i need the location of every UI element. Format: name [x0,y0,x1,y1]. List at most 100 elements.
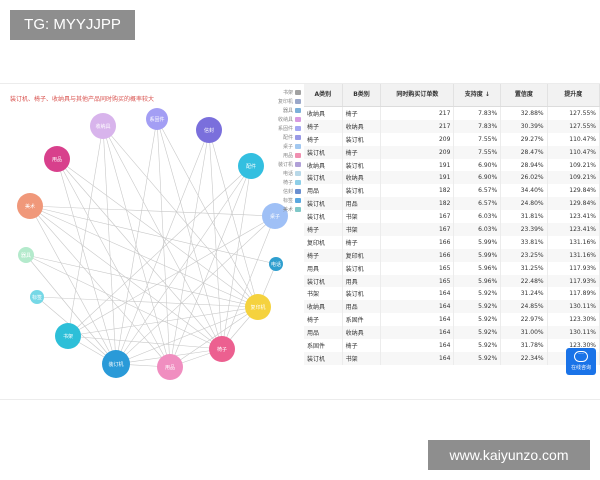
table-cell: 110.47% [547,132,600,146]
legend-item[interactable]: 信封 [263,187,301,196]
graph-node[interactable]: 美术 [17,193,43,219]
graph-node-label: 系固件 [149,116,164,123]
table-cell: 109.21% [547,158,600,172]
table-cell: 130.11% [547,300,600,314]
table-cell: 117.93% [547,261,600,275]
legend-swatch [295,198,301,203]
graph-edge [29,205,171,368]
table-cell: 127.55% [547,106,600,120]
table-row: 用品 装订机 182 6.57% 34.40% 129.84% [304,184,600,198]
legend-swatch [295,162,301,167]
legend-item[interactable]: 复印机 [263,97,301,106]
table-cell: 164 [380,339,455,352]
legend-item[interactable]: 标签 [263,196,301,205]
table-row: 用具 装订机 165 5.96% 31.25% 117.93% [304,261,600,275]
watermark-bottom: www.kaiyunzo.com [428,440,590,470]
table-cell: 复印机 [304,235,343,249]
graph-node[interactable]: 桌子 [262,203,288,229]
table-row: 收纳具 用品 164 5.92% 24.85% 130.11% [304,300,600,314]
graph-edge [102,125,117,365]
column-header: B类别 [342,84,382,107]
association-table: A类别 B类别 同时购买订单数 支持度 ↓ 置信度 提升度 收纳具 椅子 217 7.83% 32… [304,84,600,365]
table-cell: 166 [380,248,455,262]
legend-item[interactable]: 椅子 [263,178,301,187]
graph-edge [56,158,223,350]
table-row: 复印机 椅子 166 5.99% 33.81% 131.16% [304,235,600,249]
graph-node[interactable]: 收纳具 [90,113,116,139]
graph-node[interactable]: 装订机 [102,350,130,378]
graph-node[interactable]: 标签 [30,290,44,304]
table-cell: 收纳具 [342,119,382,133]
table-cell: 165 [380,261,455,275]
table-cell: 166 [380,235,455,249]
graph-edge [169,129,210,368]
legend-item[interactable]: 美术 [263,205,301,214]
graph-edge [56,158,117,365]
legend-item[interactable]: 书架 [263,88,301,97]
graph-node-label: 标签 [32,294,42,301]
graph-node[interactable]: 器具 [18,247,34,263]
table-cell: 28.47% [500,145,548,159]
table-row: 椅子 复印机 166 5.99% 23.25% 131.16% [304,248,600,262]
legend-item[interactable]: 电话 [263,169,301,178]
table-cell: 5.92% [453,300,502,314]
table-cell: 椅子 [342,145,382,159]
table-cell: 117.93% [547,274,600,288]
graph-node[interactable]: 配件 [238,153,264,179]
graph-node[interactable]: 信封 [196,117,222,143]
graph-node-circle [30,290,44,304]
legend-item[interactable]: 系固件 [263,124,301,133]
table-cell: 123.30% [547,313,600,327]
table-cell: 182 [380,197,455,211]
legend-swatch [295,180,301,185]
table-cell: 130.11% [547,326,600,340]
table-cell: 装订机 [342,184,382,198]
legend-item[interactable]: 配件 [263,133,301,142]
graph-node[interactable]: 用品 [44,146,70,172]
graph-edge [29,205,276,217]
graph-node-circle [209,336,235,362]
graph-node-circle [102,350,130,378]
graph-node[interactable]: 系固件 [146,108,168,130]
table-cell: 5.99% [453,235,502,249]
online-chat-button[interactable]: ··· 在线咨询 [566,348,596,375]
table-cell: 书架 [304,287,343,301]
column-header[interactable]: 支持度 ↓ [453,84,502,107]
table-cell: 110.47% [547,145,600,159]
graph-node[interactable]: 椅子 [209,336,235,362]
legend-item[interactable]: 用品 [263,151,301,160]
graph-node-circle [18,247,34,263]
graph-node[interactable]: 复印机 [245,294,271,320]
graph-node[interactable]: 书架 [55,323,81,349]
graph-node[interactable]: 电话 [269,257,283,271]
table-cell: 椅子 [304,223,343,236]
graph-node-label: 美术 [25,203,35,210]
graph-edge [169,165,252,368]
legend-item[interactable]: 桌子 [263,142,301,151]
table-cell: 31.00% [500,326,548,340]
table-cell: 23.25% [500,248,548,262]
legend-item[interactable]: 收纳具 [263,115,301,124]
table-cell: 6.57% [453,197,502,211]
graph-node-circle [44,146,70,172]
table-cell: 5.92% [453,339,502,352]
legend-item[interactable]: 装订机 [263,160,301,169]
table-cell: 书架 [342,223,382,236]
graph-edge [102,125,259,308]
legend-label: 桌子 [282,144,293,150]
table-cell: 34.40% [500,184,548,198]
table-cell: 书架 [342,210,382,224]
graph-node[interactable]: 用品 [157,354,183,380]
legend-item[interactable]: 器具 [263,106,301,115]
legend-swatch [295,126,301,131]
graph-legend: 书架 复印机 器具 收纳具 系固件 配件桌子 用品 装订机 电话 椅子 信封 标签 美术 [263,88,301,214]
table-cell: 22.34% [500,351,548,365]
graph-node-label: 用品 [165,365,175,371]
graph-node-circle [238,153,264,179]
table-cell: 用品 [304,184,343,198]
table-row: 收纳具 椅子 217 7.83% 32.88% 127.55% [304,106,600,120]
table-cell: 装订机 [304,171,343,185]
legend-swatch [295,189,301,194]
table-cell: 217 [380,106,455,120]
table-cell: 装订机 [342,158,382,172]
